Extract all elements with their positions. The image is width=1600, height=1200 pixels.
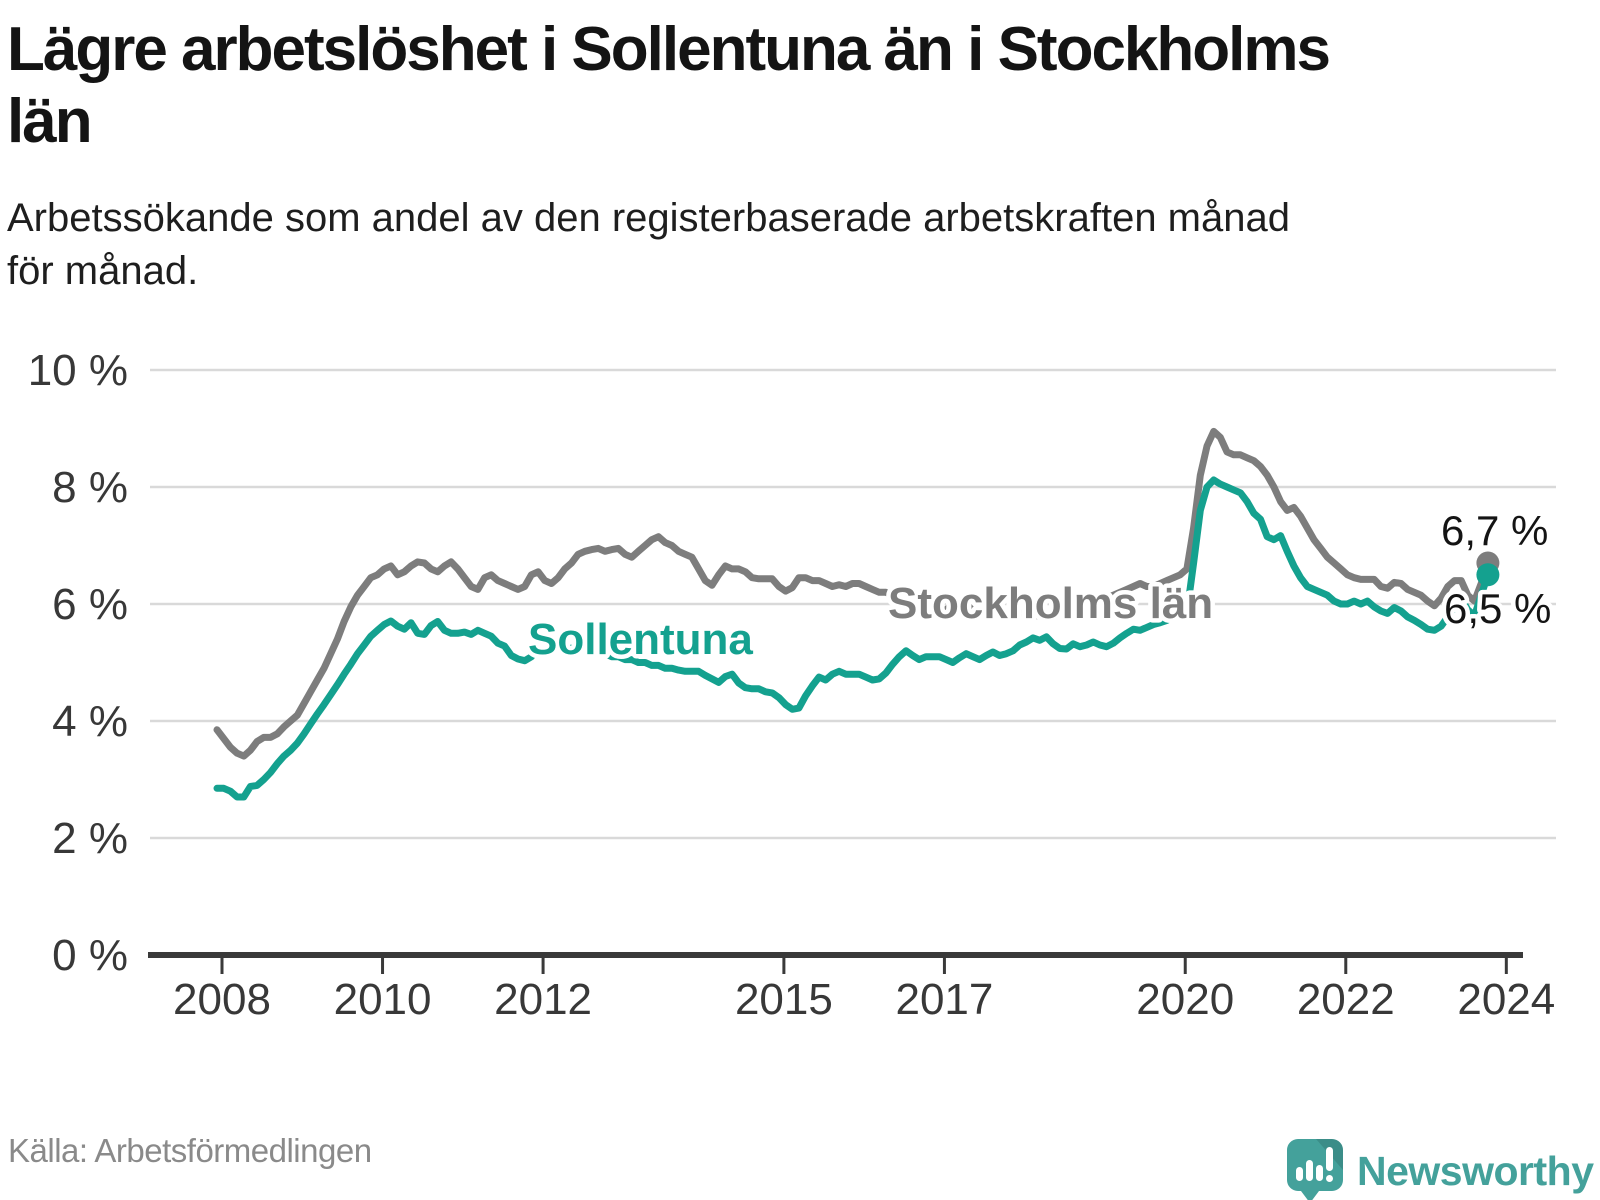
x-axis-label: 2012 (494, 975, 592, 1024)
page-title: Lägre arbetslöshet i Sollentuna än i Sto… (7, 15, 1331, 156)
y-axis-label: 0 % (52, 931, 128, 980)
x-axis-label: 2010 (334, 975, 432, 1024)
series-label-stockholms-lan: Stockholms län (888, 579, 1213, 628)
series-line (213, 427, 1492, 760)
newsworthy-logo: Newsworthy (1286, 1138, 1596, 1200)
source-note: Källa: Arbetsförmedlingen (8, 1132, 372, 1169)
x-axis-label: 2024 (1457, 975, 1555, 1024)
series-end-dots (1476, 551, 1500, 587)
logo-wordmark: Newsworthy (1357, 1147, 1594, 1194)
y-axis-label: 2 % (52, 814, 128, 863)
y-axis-label: 4 % (52, 697, 128, 746)
x-axis-label: 2020 (1136, 975, 1234, 1024)
chart-subtitle: Arbetssökande som andel av den registerb… (7, 196, 1290, 293)
x-axis-label: 2022 (1297, 975, 1395, 1024)
end-label-sollentuna: 6,5 % (1444, 585, 1551, 632)
y-axis-label: 8 % (52, 463, 128, 512)
series-end-dot (1476, 563, 1500, 587)
end-label-stockholms-lan: 6,7 % (1441, 507, 1548, 554)
x-axis-label: 2015 (735, 975, 833, 1024)
line-chart: 0 % 2 % 4 % 6 % 8 % 10 % 2008 2010 2012 2015 2017 2… (28, 346, 1556, 1024)
chart-grid: 0 % 2 % 4 % 6 % 8 % 10 % 2008 2010 2012 2015 2017 2… (28, 346, 1556, 1024)
series-label-sollentuna: Sollentuna (528, 615, 753, 664)
bar-chart-speech-bubble-icon (1287, 1139, 1343, 1200)
y-axis-label: 10 % (28, 346, 128, 395)
x-axis-label: 2017 (895, 975, 993, 1024)
chart-series-lines (213, 427, 1492, 801)
series-line (213, 476, 1492, 801)
x-axis-label: 2008 (173, 975, 271, 1024)
y-axis-label: 6 % (52, 580, 128, 629)
